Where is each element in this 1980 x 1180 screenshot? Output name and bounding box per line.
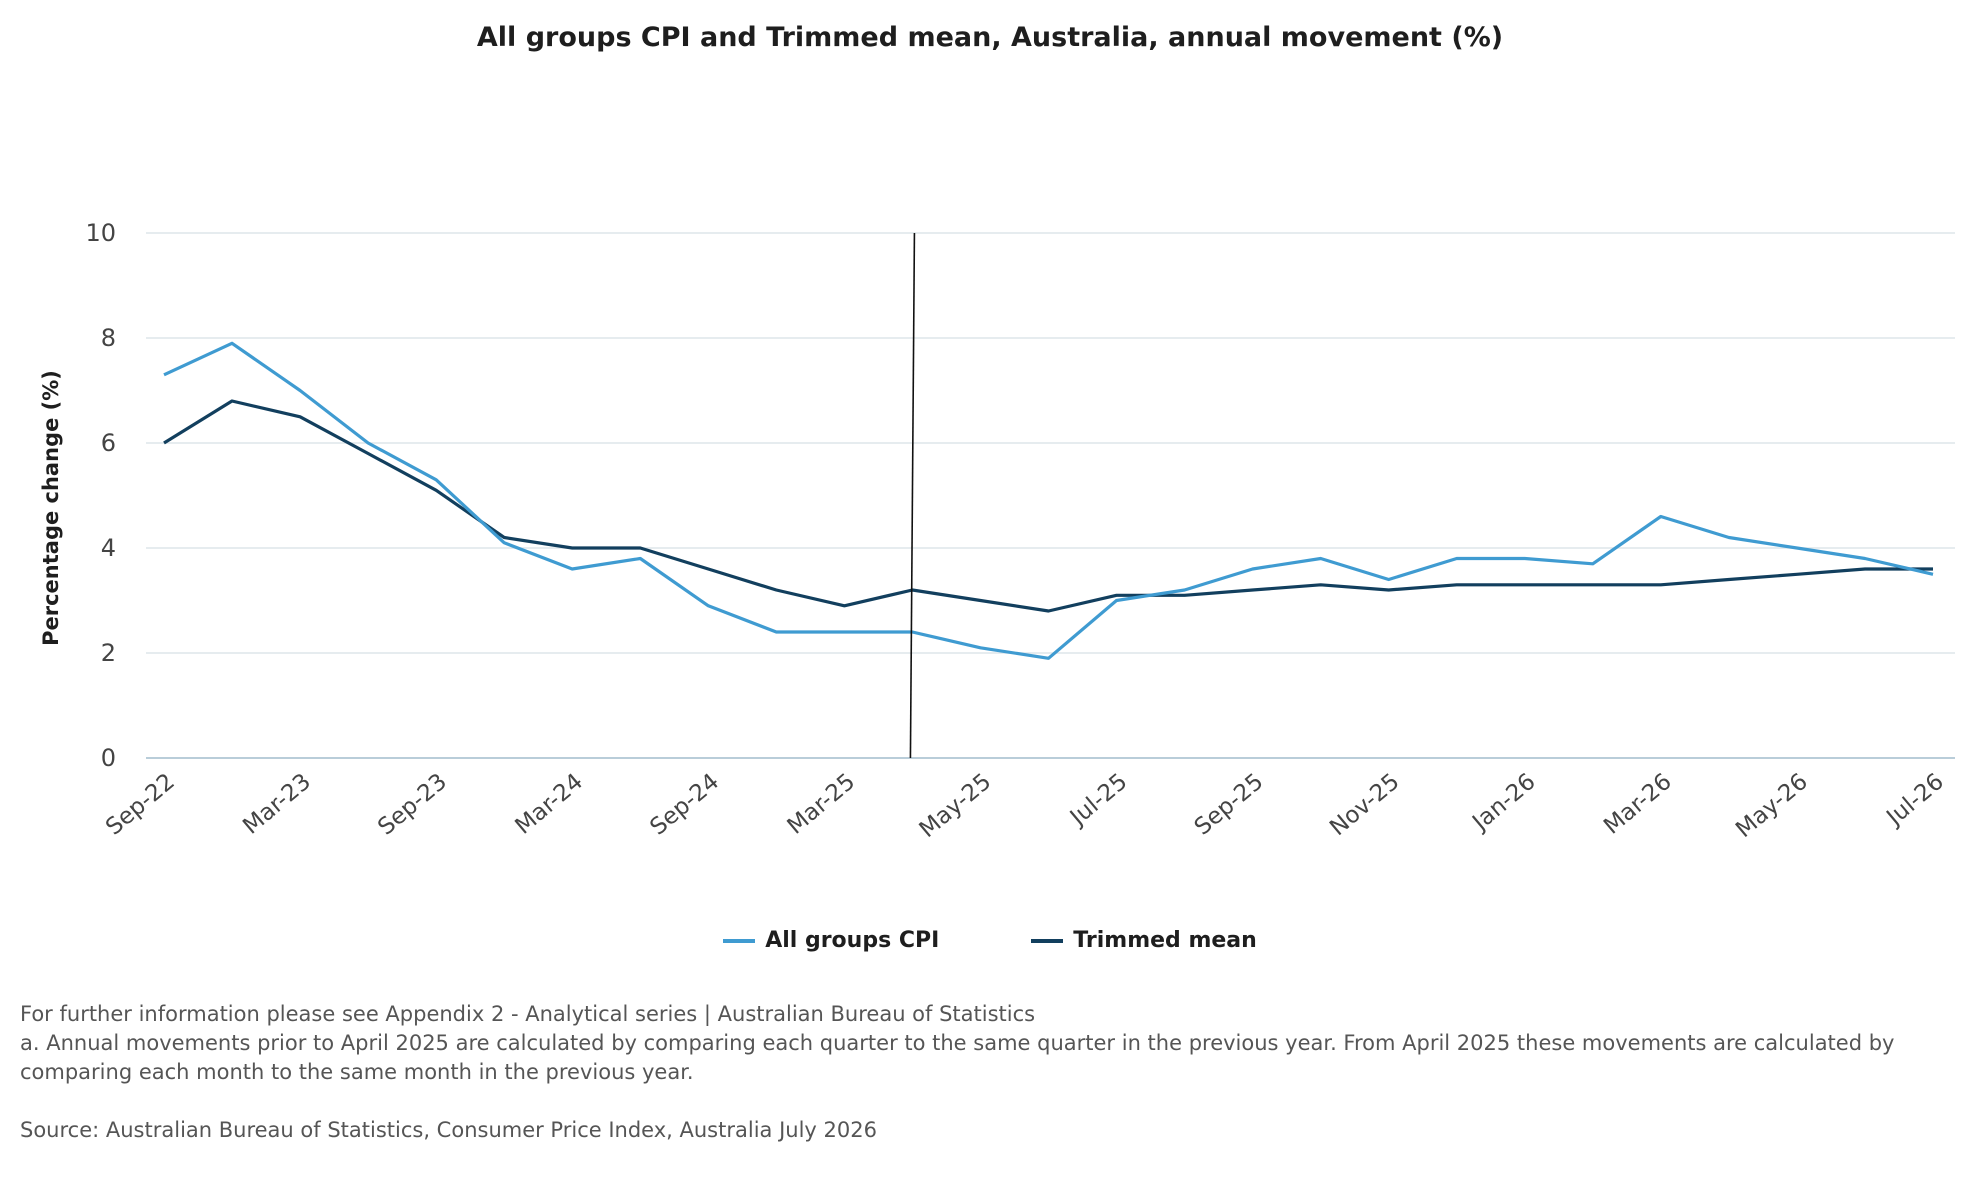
x-tick-label: Mar-24 (510, 769, 588, 840)
note-further-info: For further information please see Appen… (20, 1002, 1036, 1026)
legend-label-cpi: All groups CPI (765, 928, 940, 953)
x-tick-label: Jul-26 (1881, 769, 1949, 832)
legend-item-all-groups-cpi[interactable]: All groups CPI (723, 928, 939, 953)
x-tick-label: Sep-24 (645, 769, 724, 841)
x-tick-label: Mar-23 (238, 769, 316, 840)
y-tick-label: 6 (101, 429, 116, 457)
annotation-vertical-line (909, 232, 916, 759)
y-tick-label: 0 (101, 744, 116, 772)
y-tick-label: 4 (101, 534, 116, 562)
annotation-line (909, 232, 916, 759)
series-lines (163, 341, 1934, 660)
note-source: Source: Australian Bureau of Statistics,… (20, 1118, 877, 1142)
legend: All groups CPI Trimmed mean (0, 928, 1980, 953)
x-tick-label: Mar-26 (1599, 769, 1677, 840)
series-line-all-groups-cpi[interactable] (163, 341, 1934, 660)
note-methodology: a. Annual movements prior to April 2025 … (20, 1031, 1895, 1084)
x-tick-label: Sep-25 (1190, 769, 1269, 841)
line-chart: 0 2 4 6 8 10 Percentage change (%) Sep-22 Mar-… (39, 219, 1955, 843)
x-tick-label: Jul-25 (1064, 769, 1132, 832)
y-axis-label: Percentage change (%) (39, 370, 63, 646)
chart-notes: For further information please see Appen… (20, 1000, 1920, 1145)
legend-item-trimmed-mean[interactable]: Trimmed mean (1031, 928, 1257, 953)
x-tick-label: Mar-25 (783, 769, 861, 840)
legend-swatch-trimmed-mean (1031, 938, 1064, 943)
x-tick-label: Sep-23 (373, 769, 452, 841)
chart-title: All groups CPI and Trimmed mean, Austral… (476, 22, 1504, 53)
x-tick-label: May-26 (1731, 769, 1813, 843)
x-axis-ticks: Sep-22 Mar-23 Sep-23 Mar-24 Sep-24 Mar-25 May-… (101, 769, 1949, 843)
y-tick-label: 2 (101, 639, 116, 667)
y-axis-ticks: 0 2 4 6 8 10 (85, 219, 116, 772)
legend-swatch-cpi (723, 938, 756, 943)
y-tick-label: 8 (101, 324, 116, 352)
legend-label-trimmed-mean: Trimmed mean (1073, 928, 1257, 953)
x-tick-label: Jan-26 (1466, 769, 1540, 837)
x-tick-label: Nov-25 (1325, 769, 1404, 842)
x-tick-label: Sep-22 (101, 769, 180, 841)
series-line-trimmed-mean[interactable] (163, 399, 1933, 613)
grid-lines (146, 232, 1955, 759)
y-tick-label: 10 (85, 219, 116, 247)
x-tick-label: May-25 (915, 769, 997, 843)
